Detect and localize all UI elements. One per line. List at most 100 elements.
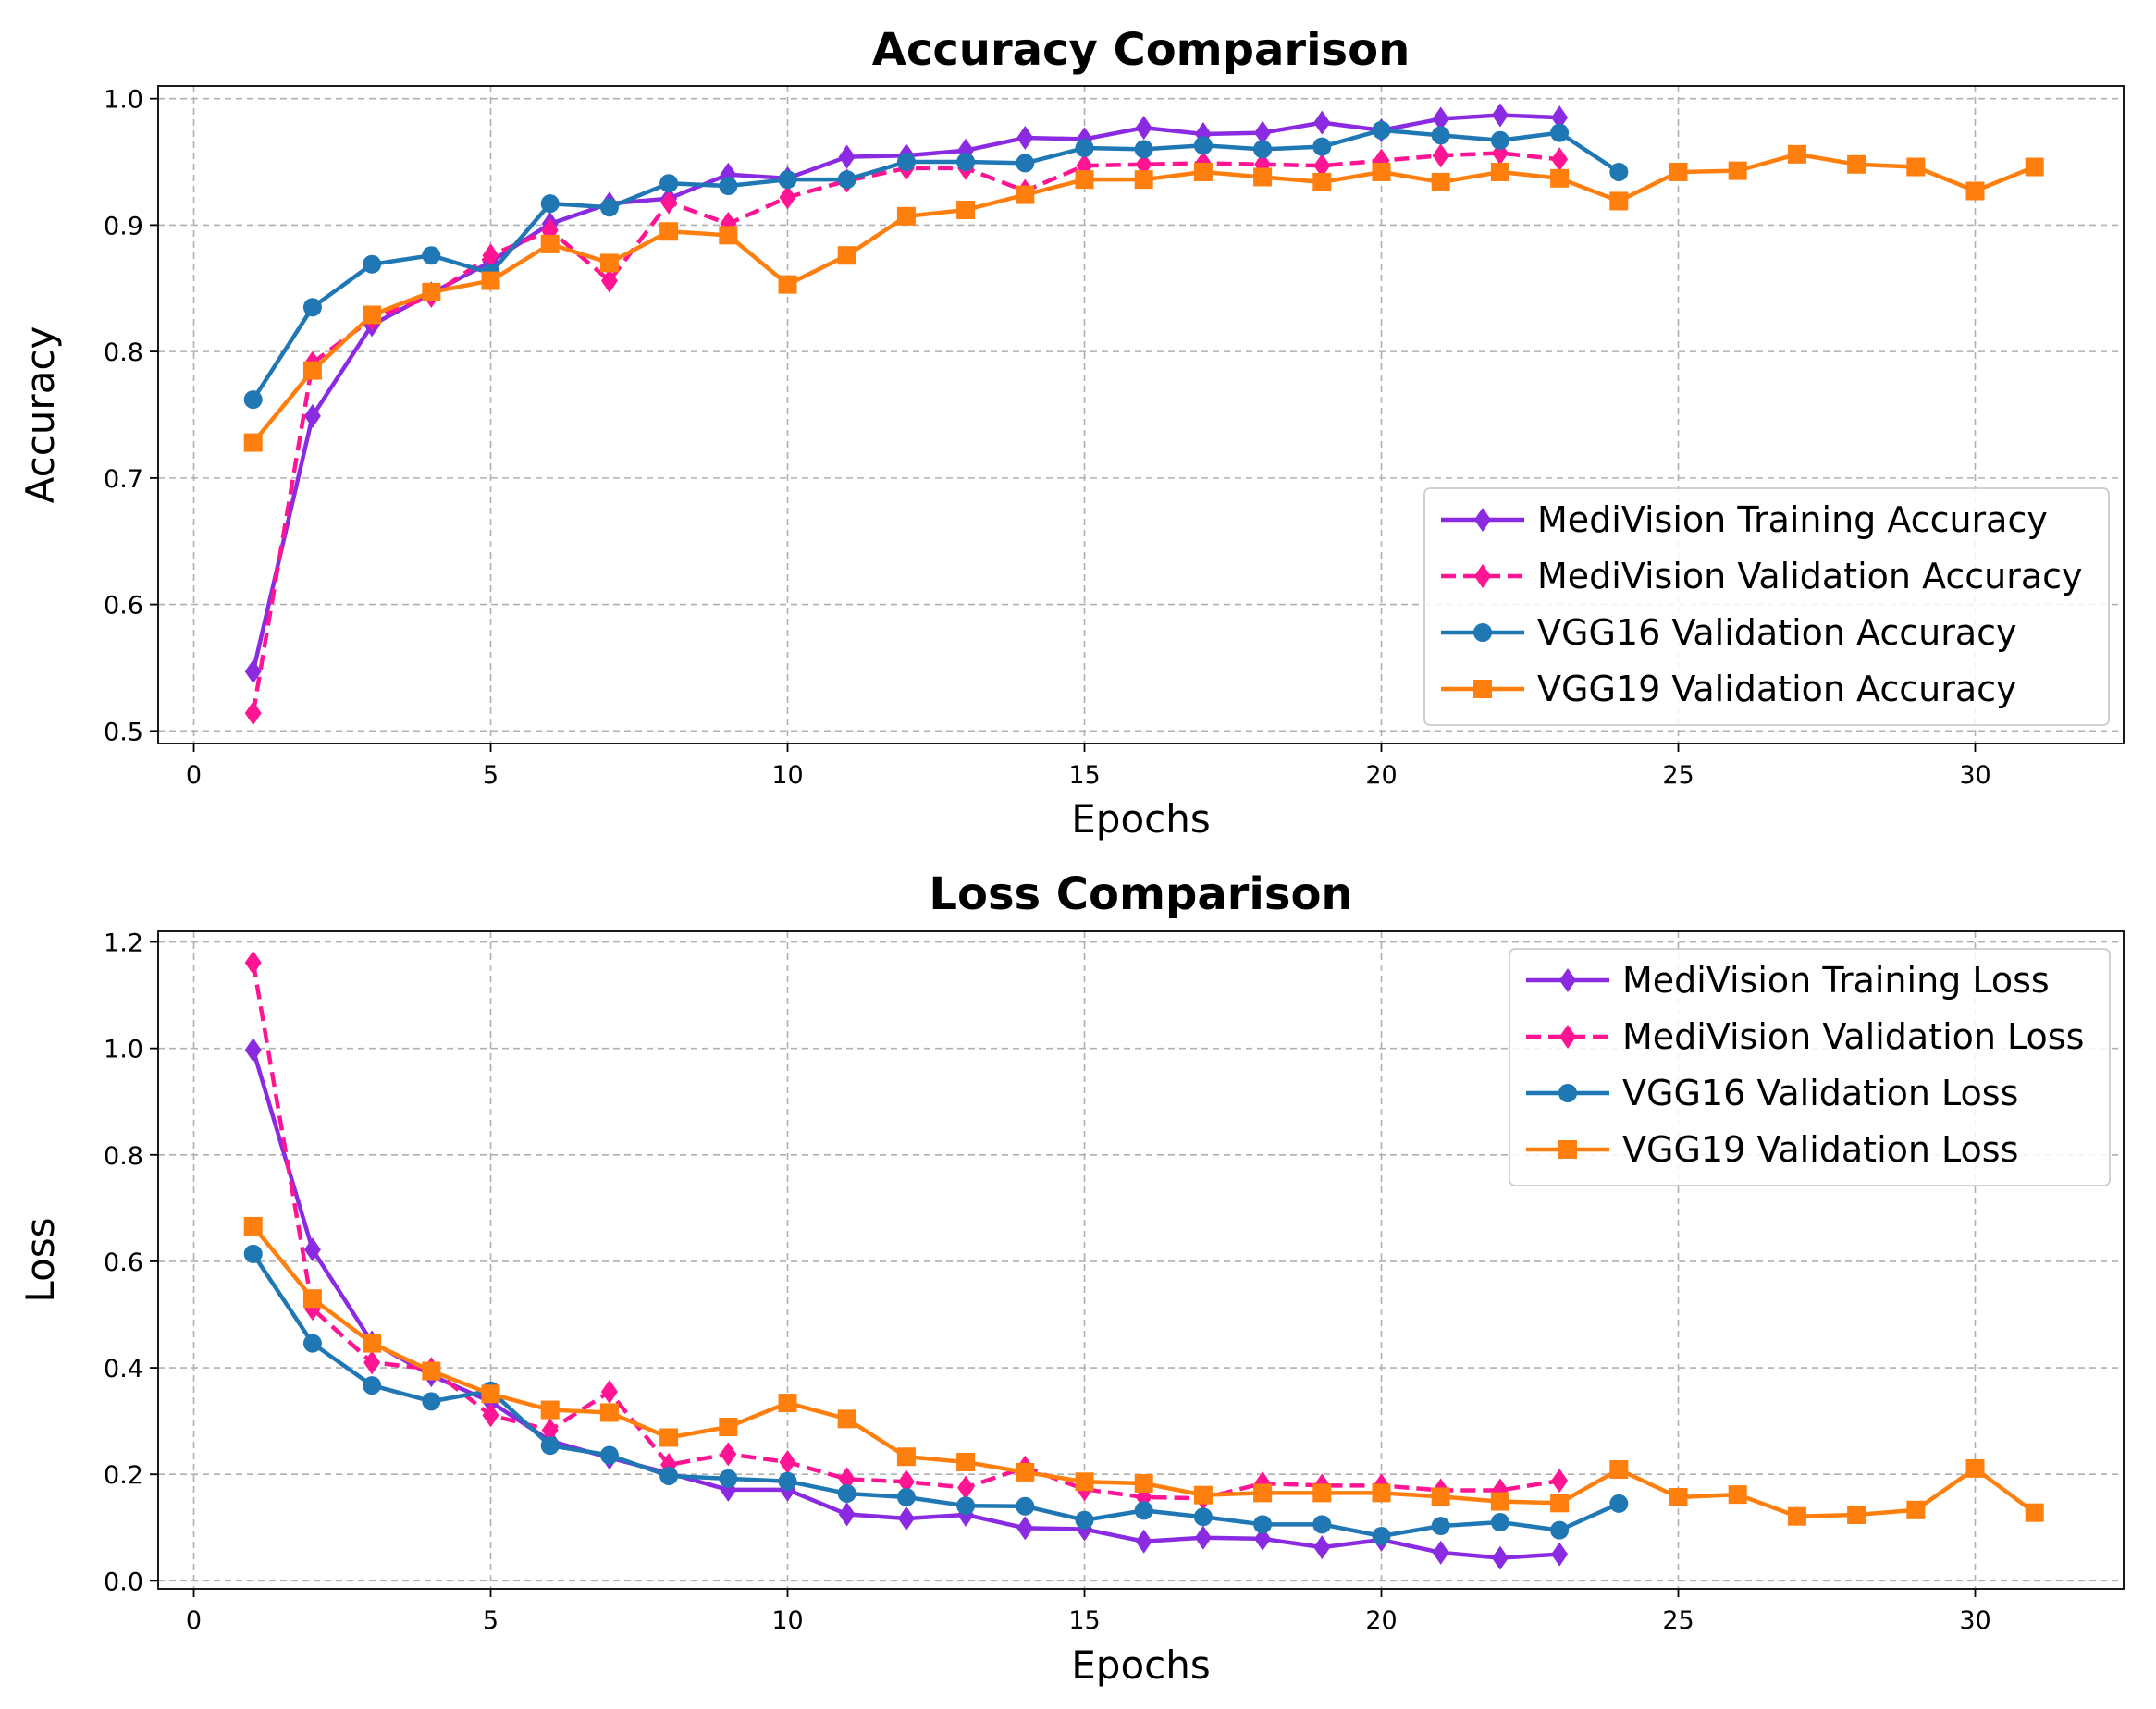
series-3-point-23 [1609,191,1629,211]
series-1-line [251,151,1560,714]
series-3-point-3 [422,1361,441,1381]
legend: MediVision Training Loss MediVision Valid… [1509,948,2111,1186]
series-3-point-22 [1550,168,1570,188]
series-2-point-20 [1431,1517,1450,1536]
series-3 [243,144,2044,452]
series-2-point-5 [540,194,560,214]
series-0-point-18 [1313,1535,1331,1560]
legend-label-2: VGG16 Validation Accuracy [1537,612,2017,653]
series-2-point-7 [659,174,679,193]
series-3-point-9 [778,275,797,294]
series-2-point-19 [1372,120,1391,140]
series-1-point-8 [720,1442,737,1467]
series-3-point-1 [302,1289,322,1309]
series-3-point-8 [719,226,738,245]
x-axis-label: Epochs [1071,796,1211,842]
legend-marker-2 [1558,1084,1577,1102]
series-3-point-2 [363,305,382,325]
series-0-point-22 [1551,1542,1569,1567]
series-0-point-16 [1194,1525,1212,1550]
series-1-point-12 [957,1475,975,1500]
series-3-point-3 [422,282,441,301]
series-2-point-17 [1253,140,1273,159]
series-2-point-12 [956,1496,976,1516]
legend: MediVision Training Accuracy MediVision V… [1423,487,2110,726]
series-2-point-1 [302,298,322,317]
series-3-point-13 [1016,185,1035,204]
series-3-point-9 [778,1394,797,1413]
series-0-point-15 [1135,116,1152,141]
legend-marker-1 [1559,1025,1576,1049]
series-1-point-9 [779,1449,796,1474]
legend-label-0: MediVision Training Accuracy [1537,499,2048,540]
series-1 [244,141,1569,726]
series-2-point-3 [422,246,441,265]
x-tick-label-4: 20 [1365,761,1397,790]
series-3-point-27 [1847,154,1866,174]
series-2-point-18 [1312,137,1332,156]
legend-marker-3 [1473,680,1492,698]
series-3-point-6 [599,253,619,273]
series-2-point-13 [1016,154,1035,173]
series-3-point-20 [1431,172,1450,191]
series-3-point-5 [540,1400,560,1420]
y-tick-label-2: 0.4 [104,1355,143,1383]
legend-label-1: MediVision Validation Accuracy [1537,556,2083,596]
series-3-point-14 [1075,170,1094,190]
series-3-point-11 [896,206,916,226]
series-3-point-16 [1193,1485,1213,1505]
series-3-point-30 [2025,1503,2044,1522]
series-3-point-27 [1847,1505,1866,1524]
series-3-point-12 [956,1452,976,1471]
series-0-point-13 [1016,126,1034,151]
series-3-point-2 [363,1334,382,1353]
series-2-point-16 [1193,1507,1213,1527]
y-tick-label-0: 0.5 [104,718,143,746]
series-3-point-25 [1728,161,1747,180]
series-2-point-21 [1490,130,1509,150]
series-3 [243,1216,2044,1526]
series-1-point-7 [660,190,678,215]
y-tick-label-1: 0.2 [104,1461,143,1490]
series-0-point-10 [838,1502,856,1527]
series-1-point-4 [482,243,499,268]
series-0-line [251,113,1560,672]
series-3-point-0 [243,433,263,452]
series-2-point-13 [1016,1496,1035,1516]
series-3-point-0 [243,1216,263,1236]
series-2-point-5 [540,1436,560,1456]
series-3-point-29 [1965,1458,1985,1478]
series-3-point-18 [1312,172,1332,191]
series-1-point-20 [1432,143,1449,168]
x-tick-label-3: 15 [1068,1606,1100,1635]
series-3-point-24 [1669,162,1688,181]
series-2-point-19 [1372,1527,1391,1546]
series-0-point-21 [1491,103,1509,128]
series-2-point-23 [1609,1494,1629,1513]
series-3-point-12 [956,200,976,219]
series-1 [244,950,1569,1511]
x-tick-label-6: 30 [1959,761,1990,790]
legend-marker-0 [1559,968,1576,992]
series-2-point-3 [422,1392,441,1411]
series-0-point-15 [1135,1529,1152,1554]
series-2-point-15 [1134,140,1153,159]
series-1-point-6 [600,1379,618,1404]
series-0-point-20 [1432,106,1449,131]
legend-label-0: MediVision Training Loss [1622,960,2050,1001]
chart-title: Loss Comparison [929,868,1352,920]
y-tick-label-3: 0.8 [104,338,143,367]
series-0-point-0 [244,1038,262,1063]
legend-box [1509,948,2111,1186]
series-0-point-10 [838,144,856,169]
series-3-point-19 [1372,1483,1391,1503]
series-2-point-17 [1253,1515,1273,1534]
y-tick-label-0: 0.0 [104,1568,143,1596]
series-3-line [251,1224,2037,1518]
plot-frame [157,85,2125,744]
series-3-point-29 [1965,181,1985,201]
series-0-point-20 [1432,1540,1449,1565]
series-3-point-4 [481,1384,500,1404]
series-3-point-17 [1253,1483,1273,1503]
series-1-point-4 [482,1403,499,1428]
